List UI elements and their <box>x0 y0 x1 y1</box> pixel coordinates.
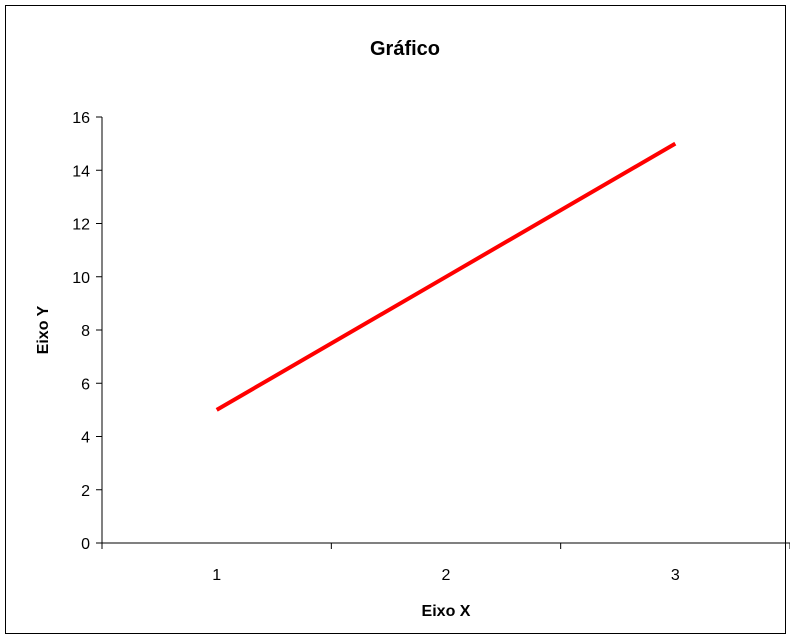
x-tick-label: 1 <box>212 567 221 584</box>
y-ticks: 0 2 4 6 8 10 12 14 16 <box>72 110 102 553</box>
x-tick-label: 2 <box>442 567 451 584</box>
y-tick-label: 16 <box>72 110 90 127</box>
series-line <box>215 141 677 412</box>
y-tick-label: 0 <box>81 536 90 553</box>
y-tick-label: 2 <box>81 483 90 500</box>
y-tick-label: 6 <box>81 376 90 393</box>
y-tick-label: 8 <box>81 323 90 340</box>
y-tick-label: 4 <box>81 430 90 447</box>
y-tick-label: 14 <box>72 163 90 180</box>
chart-frame <box>5 5 786 634</box>
series-layer <box>215 141 677 412</box>
y-tick-label: 10 <box>72 270 90 287</box>
x-tick-label: 3 <box>671 567 680 584</box>
x-ticks: 1 2 3 <box>101 543 790 584</box>
y-axis-title: Eixo Y <box>35 305 52 354</box>
chart-title: Gráfico <box>370 38 440 60</box>
y-tick-label: 12 <box>72 217 90 234</box>
x-axis-title: Eixo X <box>422 603 471 620</box>
